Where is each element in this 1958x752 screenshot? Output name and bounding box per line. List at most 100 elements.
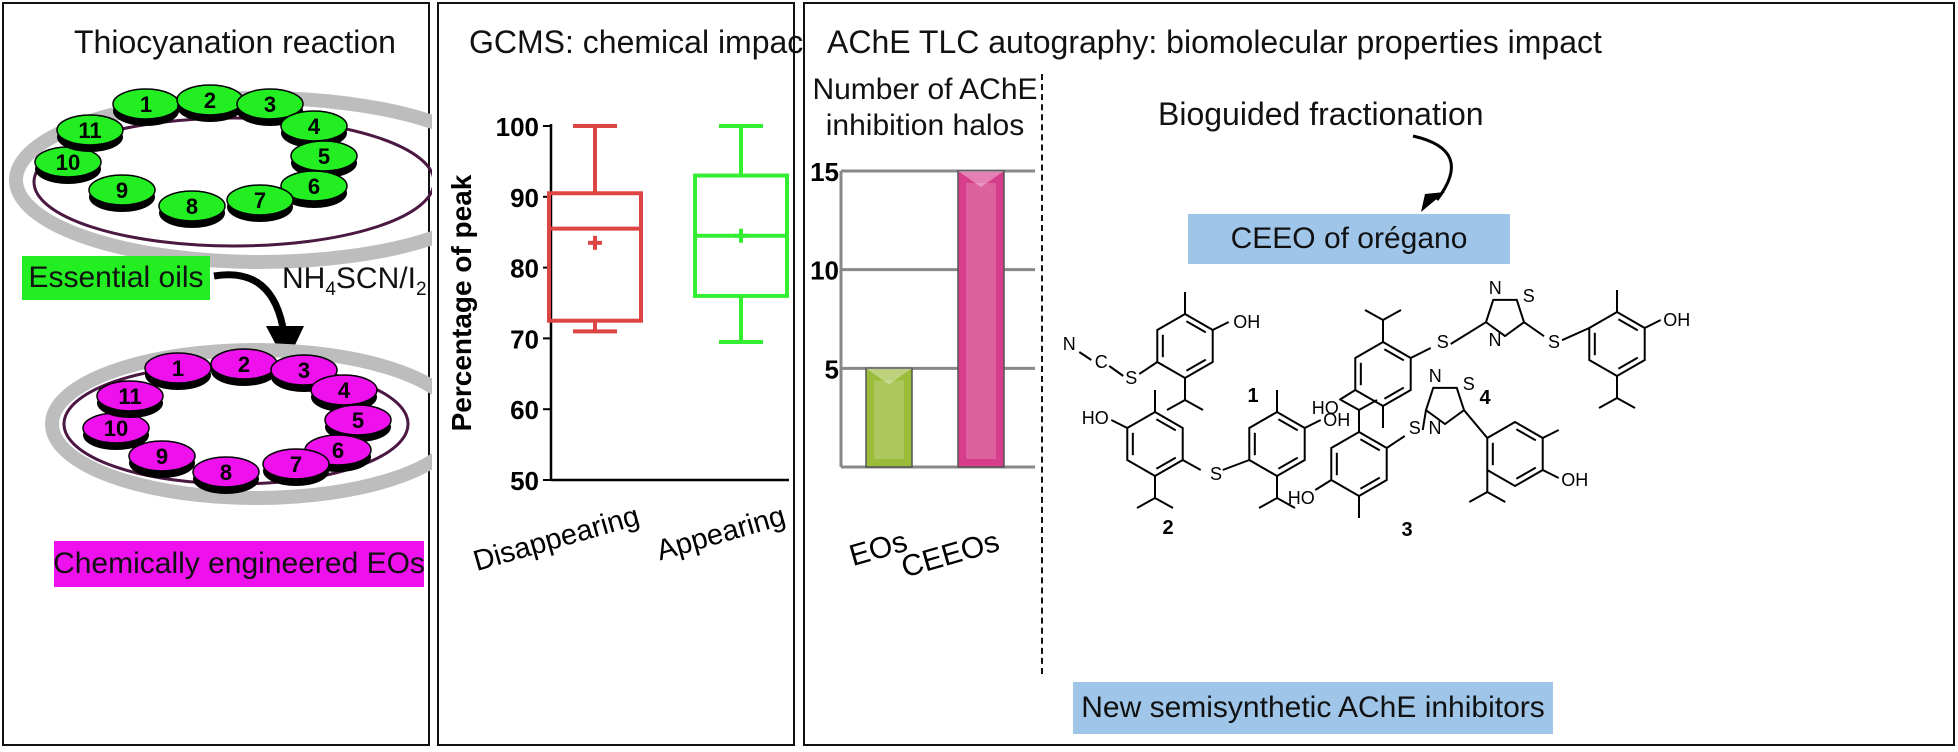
well: 11 (56, 114, 124, 152)
compound-number: 2 (1162, 517, 1173, 539)
well-number: 3 (298, 358, 310, 383)
compound-number: 4 (1479, 387, 1491, 409)
well: 4 (310, 374, 378, 412)
oh-label: OH (1323, 410, 1350, 430)
box (693, 124, 789, 344)
ho-label: HO (1312, 398, 1339, 418)
well: 7 (262, 448, 330, 486)
panel-ache: AChE TLC autography: biomolecular proper… (803, 2, 1955, 746)
well: 8 (192, 456, 260, 494)
well-number: 9 (116, 178, 128, 203)
y-tick-label: 5 (825, 354, 839, 384)
well-number: 4 (308, 114, 321, 139)
ceeo-label: CEEO of orégano (1188, 214, 1510, 264)
oh-label: OH (1561, 470, 1588, 490)
well: 8 (158, 190, 226, 228)
bar (865, 367, 913, 468)
bar (957, 170, 1005, 468)
reagent-label: NH4SCN/I2 (282, 262, 427, 301)
well-number: 6 (332, 438, 344, 463)
oh-label: OH (1233, 312, 1260, 332)
well-number: 5 (318, 144, 330, 169)
category-label: Disappearing (470, 500, 643, 578)
well: 2 (176, 84, 244, 122)
category-label: CEEOs (898, 525, 1003, 584)
well-number: 10 (56, 150, 80, 175)
well-number: 7 (254, 188, 266, 213)
panel-divider (1041, 74, 1043, 674)
panel2-title: GCMS: chemical impact (469, 24, 813, 60)
well-number: 9 (156, 444, 168, 469)
well-number: 8 (220, 460, 232, 485)
engineered-eos-text: Chemically engineered EOs (53, 547, 425, 580)
well: 1 (112, 88, 180, 126)
panel3-title: AChE TLC autography: biomolecular proper… (827, 24, 1602, 60)
reagent-sub1: 4 (325, 279, 336, 300)
compound-1-structure: OH SCN 1 (1063, 292, 1260, 411)
s-label: S (1210, 464, 1222, 484)
ho-label: HO (1082, 408, 1109, 428)
new-inhibitors-text: New semisynthetic AChE inhibitors (1081, 691, 1545, 724)
box-plot: 50 60 70 80 90 100 Percentage of peak Disappear… (446, 112, 789, 578)
well-number: 5 (352, 408, 364, 433)
s-label: S (1548, 332, 1560, 352)
new-inhibitors-label: New semisynthetic AChE inhibitors (1073, 682, 1553, 734)
well-number: 1 (140, 92, 152, 117)
y-tick-label: 15 (810, 157, 839, 187)
reagent-part1: NH (282, 262, 326, 295)
halo-subtitle-line1: Number of AChE (812, 73, 1038, 106)
n-label: N (1489, 330, 1502, 350)
top-wells: 1 2 3 4 5 6 7 8 9 10 11 (34, 84, 358, 228)
box (547, 124, 643, 334)
curved-arrow-head-icon (1421, 192, 1445, 212)
oh-label: OH (1663, 310, 1690, 330)
well: 7 (226, 184, 294, 222)
panel-gcms: GCMS: chemical impact 50 60 70 80 90 100 Perce… (437, 2, 812, 746)
category-label: Appearing (653, 500, 789, 567)
well: 11 (96, 380, 164, 418)
c-label: C (1095, 352, 1108, 372)
well-number: 10 (104, 416, 128, 441)
bioguided-label: Bioguided fractionation (1158, 96, 1484, 132)
n-label: N (1063, 334, 1076, 354)
well-number: 3 (264, 92, 276, 117)
compound-number: 3 (1401, 519, 1412, 541)
y-tick-label: 80 (510, 254, 539, 284)
bottom-wells: 1 2 3 456 7 8 9 10 11 (82, 348, 392, 494)
n-label: N (1489, 278, 1502, 298)
well-number: 11 (118, 384, 141, 409)
y-tick-label: 70 (510, 324, 539, 354)
compound-2-structure: HO S OH 2 (1082, 390, 1350, 539)
well: 9 (128, 440, 196, 478)
well-number: 8 (186, 194, 198, 219)
n-label: N (1429, 366, 1442, 386)
well-number: 4 (338, 378, 351, 403)
well: 1 (144, 352, 212, 390)
well-number: 7 (290, 452, 302, 477)
compound-number: 1 (1247, 385, 1258, 407)
y-tick-label: 50 (510, 466, 539, 496)
well: 10 (34, 146, 102, 184)
engineered-eos-label: Chemically engineered EOs (53, 541, 425, 587)
ho-label: HO (1288, 488, 1315, 508)
y-tick-label: 100 (496, 112, 539, 142)
halo-subtitle-line2: inhibition halos (825, 109, 1025, 142)
s-label: S (1409, 418, 1421, 438)
y-tick-label: 90 (510, 183, 539, 213)
s-label: S (1125, 368, 1137, 388)
panel1-title: Thiocyanation reaction (74, 24, 396, 60)
well-number: 11 (78, 118, 101, 143)
ceeo-text: CEEO of orégano (1230, 222, 1468, 255)
y-tick-label: 60 (510, 395, 539, 425)
reagent-sub2: 2 (415, 279, 427, 300)
essential-oils-label: Essential oils (22, 256, 210, 300)
s-label: S (1463, 374, 1475, 394)
n-label: N (1429, 418, 1442, 438)
well-number: 1 (172, 356, 184, 381)
